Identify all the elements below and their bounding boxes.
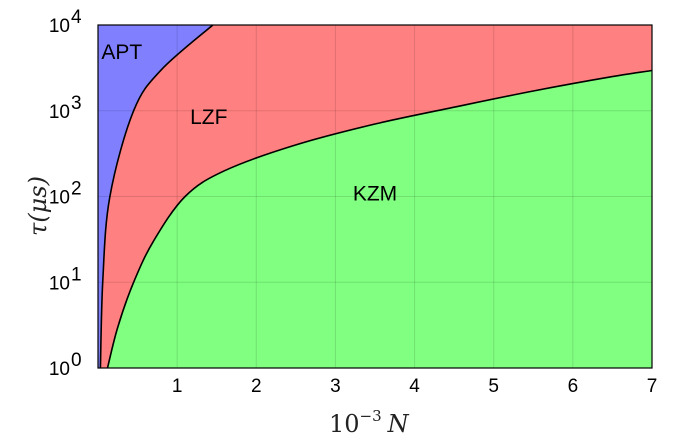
x-tick-label: 3	[330, 376, 341, 397]
y-tick-base: 10	[49, 188, 70, 209]
x-tick-label: 2	[251, 376, 262, 397]
x-tick-label: 4	[409, 376, 420, 397]
region-label-lzf: LZF	[190, 106, 227, 129]
y-tick-label: 10	[49, 188, 70, 209]
boundary-apt-lzf	[99, 24, 214, 369]
region-labels: APT LZF KZM	[101, 41, 397, 205]
y-tick-base: 10	[49, 359, 70, 380]
x-axis-title-base: 10	[329, 410, 360, 438]
y-tick-label: 10	[49, 359, 70, 380]
x-axis-title: 10−3 N	[329, 407, 410, 438]
region-kzm	[107, 70, 653, 368]
x-tick-labels: 1 2 3 4 5 6 7	[172, 376, 657, 397]
boundary-lzf-kzm	[106, 69, 653, 369]
y-tick-exponent: 2	[71, 179, 82, 200]
y-tick-exponent: 0	[71, 350, 82, 371]
y-tick-base: 10	[49, 102, 70, 123]
x-tick-label: 6	[568, 376, 579, 397]
region-apt	[98, 25, 213, 368]
y-tick-base: 10	[49, 16, 70, 37]
y-tick-exponent: 1	[71, 264, 82, 285]
x-tick-label: 1	[172, 376, 183, 397]
x-tick-label: 7	[647, 376, 658, 397]
y-tick-label: 10	[49, 16, 70, 37]
y-tick-label: 10	[49, 273, 70, 294]
y-tick-base: 10	[49, 273, 70, 294]
region-label-kzm: KZM	[353, 182, 397, 205]
x-axis-title-var: N	[387, 410, 410, 438]
region-label-apt: APT	[101, 41, 142, 64]
regions-layer	[98, 25, 653, 368]
y-tick-exponent: 3	[71, 93, 82, 114]
x-axis-title-exp: −3	[360, 407, 382, 425]
y-tick-exponent: 4	[71, 7, 82, 28]
boundary-curves-layer	[99, 24, 653, 369]
x-tick-label: 5	[488, 376, 499, 397]
plot-frame	[97, 24, 653, 369]
y-axis-title: τ(μs)	[24, 176, 52, 236]
y-tick-label: 10	[49, 102, 70, 123]
